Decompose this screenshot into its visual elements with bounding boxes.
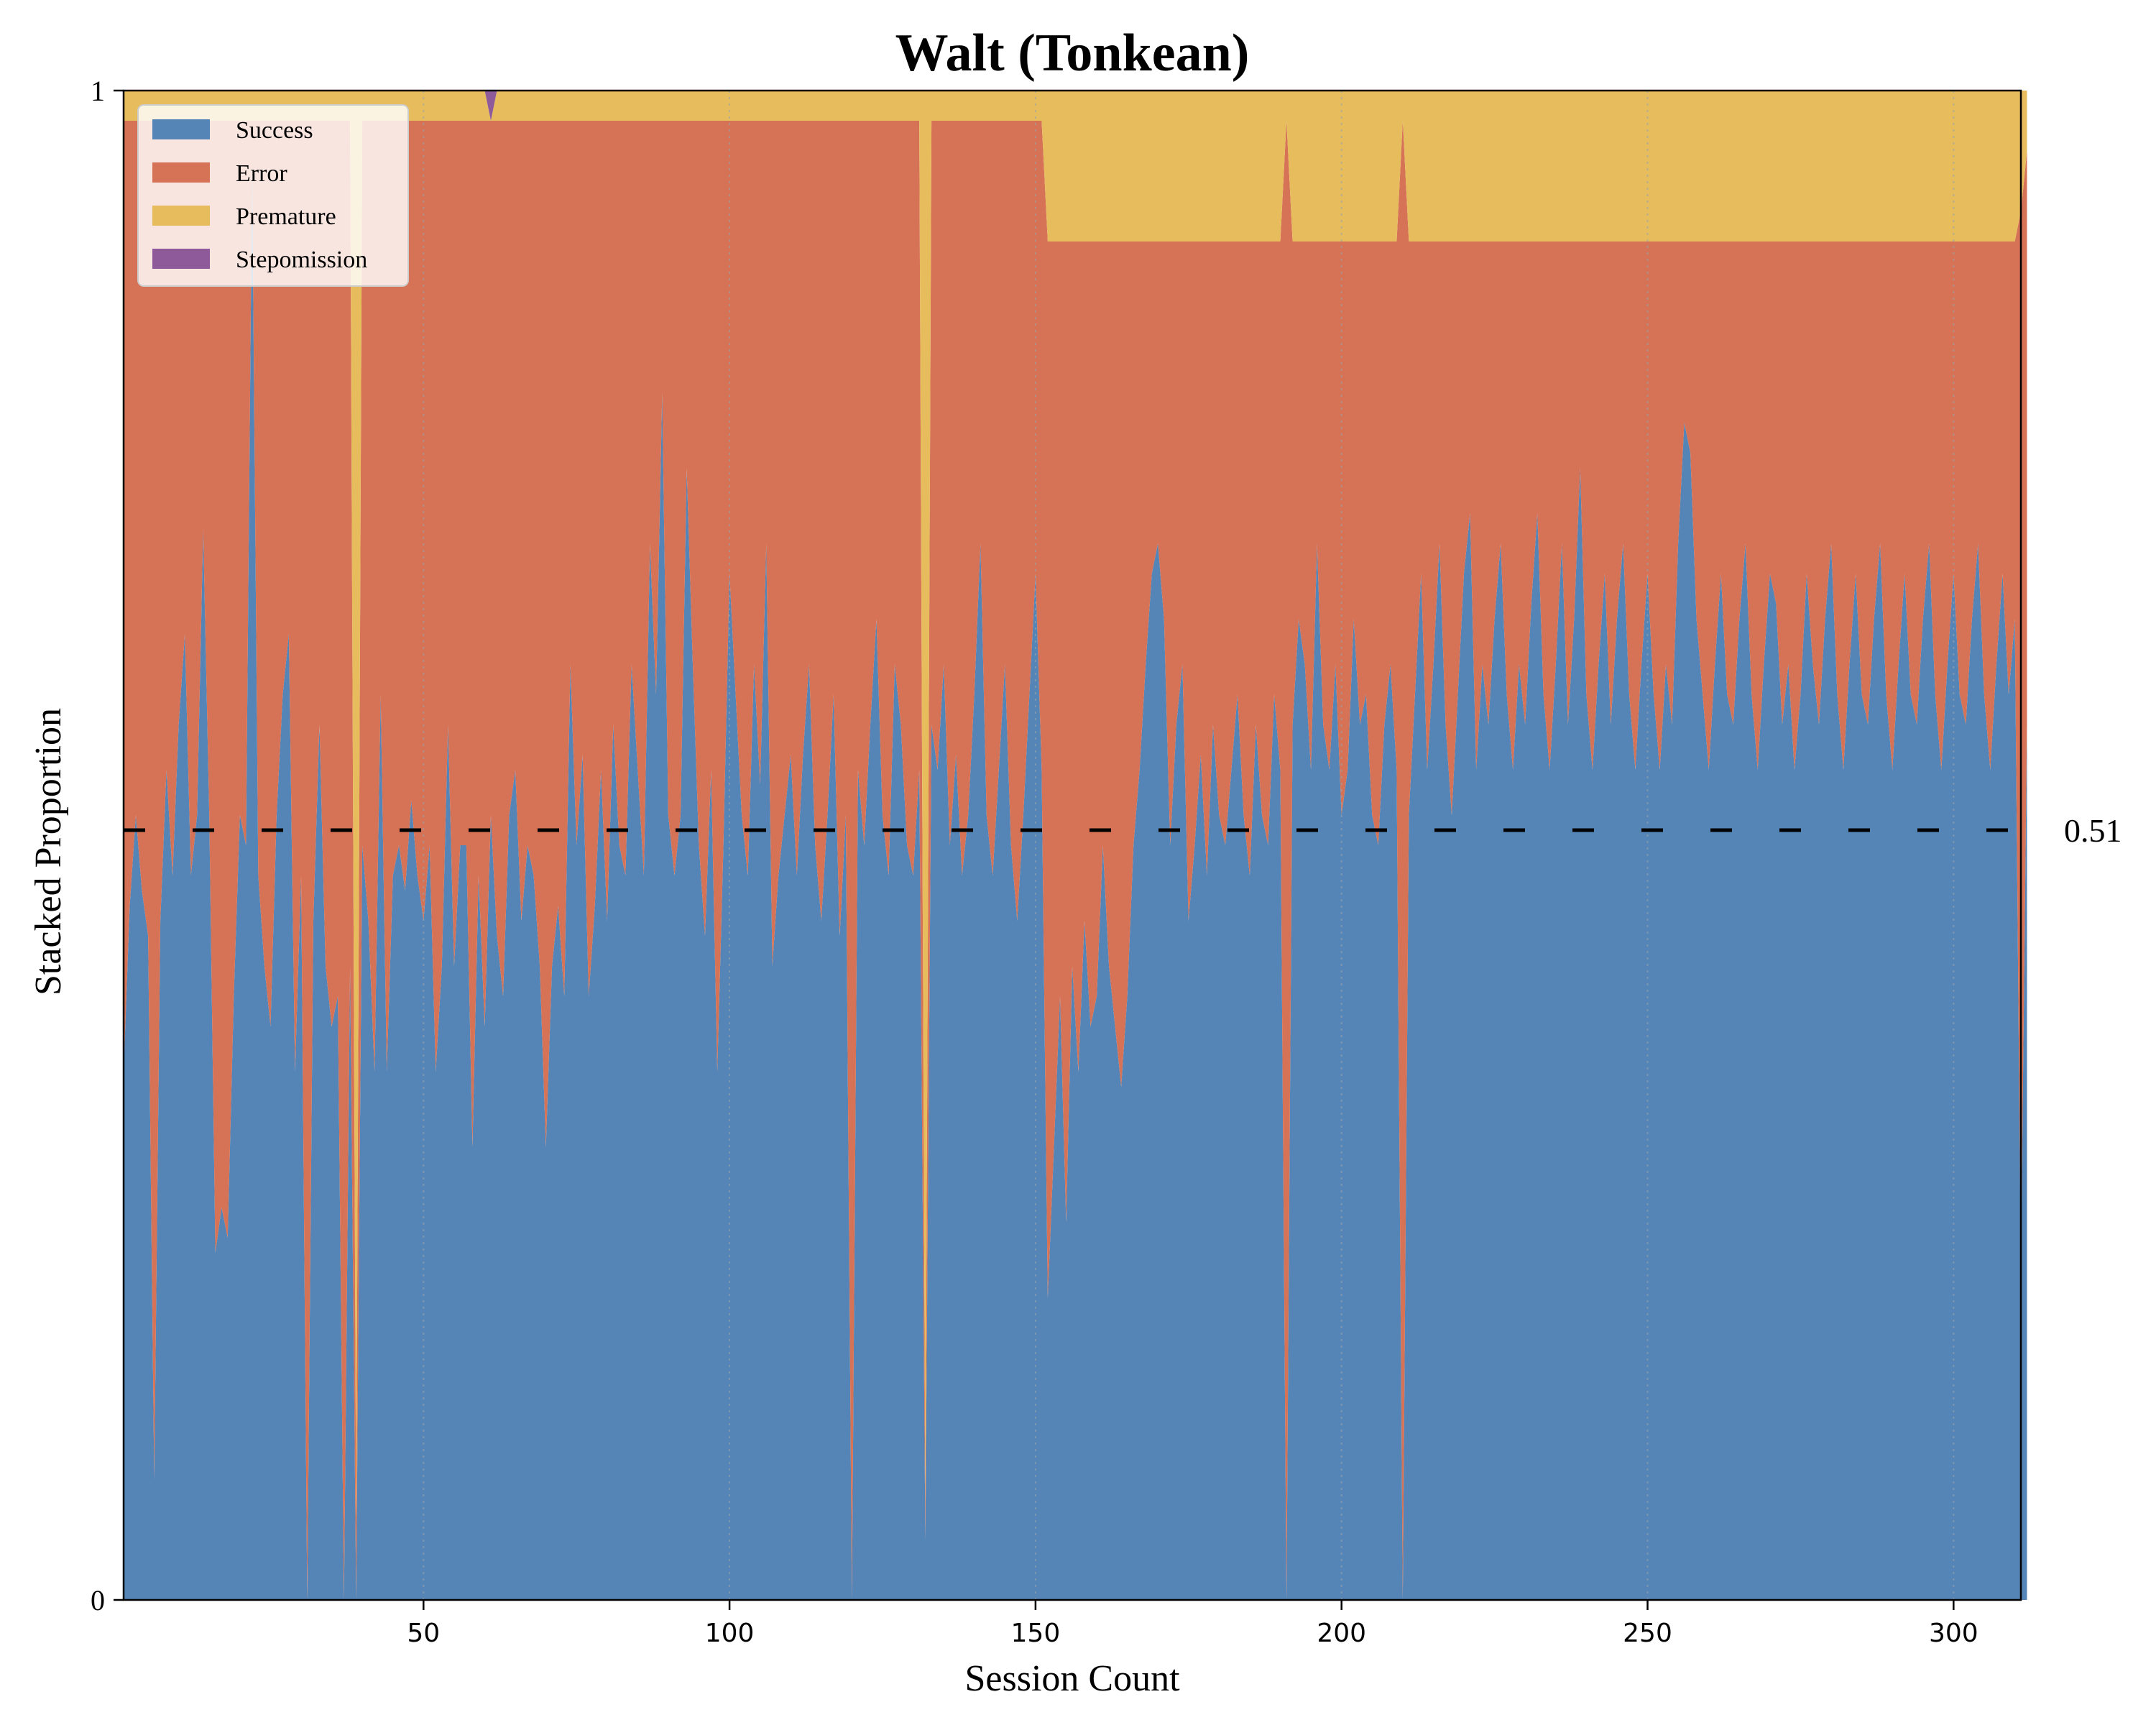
legend-label-stepomission: Stepomission <box>236 247 367 273</box>
legend: Success Error Premature Stepomission <box>137 104 409 287</box>
y-tick-label-0: 0 <box>91 1584 105 1616</box>
legend-swatch-stepomission <box>152 249 210 269</box>
reference-line-label: 0.51 <box>2064 812 2122 849</box>
reference-line-group: 0.51 <box>124 812 2122 849</box>
x-tick-label-50: 50 <box>407 1619 440 1648</box>
legend-swatch-success <box>152 119 210 139</box>
area-premature <box>124 91 2027 1524</box>
area-success <box>124 166 2027 1600</box>
x-axis-label: Session Count <box>964 1658 1180 1699</box>
x-axis-ticks: 50 100 150 200 250 300 <box>407 1600 1978 1648</box>
legend-label-premature: Premature <box>236 203 336 230</box>
x-tick-label-200: 200 <box>1317 1619 1366 1648</box>
legend-label-error: Error <box>236 160 287 187</box>
x-tick-label-100: 100 <box>705 1619 755 1648</box>
x-tick-label-300: 300 <box>1929 1619 1978 1648</box>
legend-swatch-premature <box>152 206 210 226</box>
x-tick-label-250: 250 <box>1623 1619 1672 1648</box>
y-axis-label: Stacked Proportion <box>28 708 69 995</box>
chart-title: Walt (Tonkean) <box>895 24 1250 83</box>
legend-label-success: Success <box>236 117 313 144</box>
legend-box <box>137 104 409 287</box>
plot-area: 0.51 <box>122 89 2122 1601</box>
x-tick-label-150: 150 <box>1011 1619 1061 1648</box>
legend-swatch-error <box>152 162 210 183</box>
area-error <box>124 121 2027 1600</box>
y-axis-ticks: 01 <box>91 75 124 1616</box>
y-tick-label-1: 1 <box>91 75 105 107</box>
area-series-group <box>124 91 2027 1600</box>
plot-frame <box>122 89 2022 1601</box>
